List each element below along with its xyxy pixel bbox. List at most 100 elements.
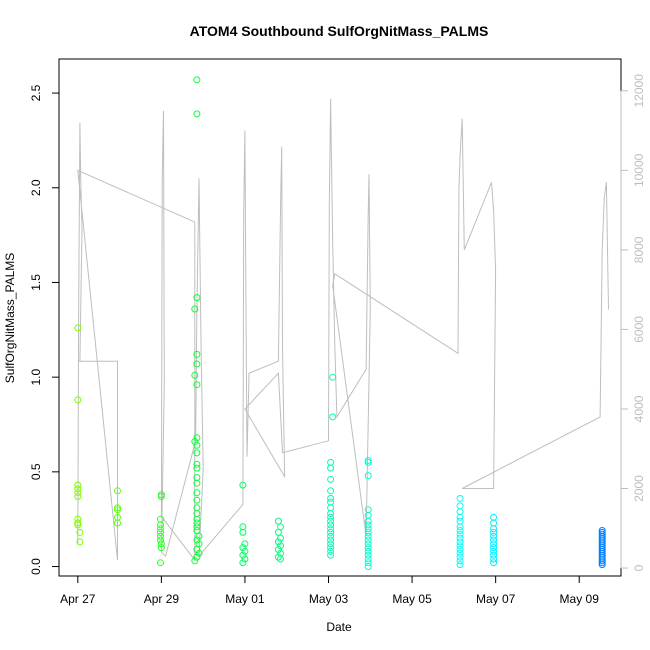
x-tick-label: May 09 bbox=[560, 592, 600, 606]
data-point bbox=[490, 525, 498, 533]
data-point bbox=[193, 76, 201, 84]
data-point bbox=[327, 464, 335, 472]
data-point bbox=[456, 494, 464, 502]
data-point bbox=[193, 464, 201, 472]
plot-frame bbox=[58, 58, 622, 577]
data-point bbox=[456, 542, 464, 550]
data-point bbox=[327, 532, 335, 540]
data-point bbox=[598, 561, 606, 569]
data-point bbox=[456, 527, 464, 534]
data-point bbox=[329, 413, 337, 421]
data-point bbox=[191, 438, 199, 445]
y-tick-label: 0.0 bbox=[29, 558, 43, 575]
data-point bbox=[193, 479, 201, 487]
data-point bbox=[239, 528, 247, 536]
data-point bbox=[114, 487, 121, 495]
data-point bbox=[456, 502, 464, 510]
data-point bbox=[327, 504, 335, 512]
data-point bbox=[364, 536, 372, 544]
data-point bbox=[157, 532, 164, 540]
y2-tick-label: 6000 bbox=[632, 316, 646, 343]
data-point bbox=[74, 493, 82, 500]
data-point bbox=[277, 534, 284, 542]
x-axis: Apr 27 Apr 29 May 01 May 03 May 05 May 07 May … bbox=[60, 575, 600, 606]
data-point bbox=[364, 532, 372, 540]
data-point bbox=[327, 517, 335, 525]
data-point bbox=[114, 519, 121, 527]
altitude-trace-line bbox=[77, 98, 609, 562]
data-point bbox=[327, 475, 335, 483]
y-tick-label: 1.0 bbox=[29, 368, 43, 385]
data-point bbox=[74, 519, 82, 527]
y2-tick-label: 2000 bbox=[632, 475, 646, 502]
data-point bbox=[74, 396, 82, 404]
x-tick-label: Apr 27 bbox=[60, 592, 96, 606]
data-point bbox=[191, 557, 199, 565]
data-point bbox=[193, 489, 201, 497]
altitude-trace-group bbox=[77, 98, 609, 562]
data-point bbox=[490, 551, 498, 559]
x-tick-label: May 05 bbox=[392, 592, 432, 606]
data-point bbox=[456, 530, 464, 538]
y2-tick-label: 10000 bbox=[632, 153, 646, 187]
y2-tick-label: 8000 bbox=[632, 236, 646, 263]
data-point bbox=[239, 481, 247, 489]
data-point bbox=[241, 540, 249, 548]
y2-tick-label: 4000 bbox=[632, 395, 646, 422]
data-point bbox=[76, 528, 84, 536]
data-point bbox=[456, 561, 464, 569]
data-point bbox=[364, 559, 372, 567]
data-points-group bbox=[74, 76, 606, 570]
data-point bbox=[193, 496, 201, 504]
data-point bbox=[74, 324, 82, 332]
y-axis-right: 0 2000 4000 6000 8000 10000 12000 bbox=[620, 74, 646, 571]
y-tick-label: 2.0 bbox=[29, 179, 43, 196]
data-point bbox=[193, 553, 201, 561]
data-point bbox=[157, 536, 164, 544]
data-point bbox=[364, 551, 372, 559]
data-point bbox=[157, 525, 164, 533]
data-point bbox=[364, 563, 372, 570]
data-point bbox=[490, 536, 498, 544]
data-point bbox=[327, 540, 335, 548]
data-point bbox=[364, 540, 372, 548]
data-point bbox=[157, 528, 164, 536]
data-point bbox=[157, 515, 164, 523]
data-point bbox=[364, 525, 372, 533]
y-tick-label: 2.5 bbox=[29, 84, 43, 101]
data-point bbox=[490, 519, 498, 527]
y-axis-left: 0.0 0.5 1.0 1.5 2.0 2.5 bbox=[29, 84, 60, 575]
data-point bbox=[327, 536, 335, 544]
data-point bbox=[327, 547, 335, 555]
data-point bbox=[74, 489, 82, 497]
data-point bbox=[364, 458, 372, 466]
data-point bbox=[191, 305, 199, 313]
data-point bbox=[274, 546, 282, 553]
data-point bbox=[193, 460, 201, 468]
data-point bbox=[274, 553, 282, 561]
data-point bbox=[157, 544, 165, 552]
y-axis-label: SulfOrgNitMass_PALMS bbox=[3, 253, 17, 383]
data-point bbox=[364, 521, 372, 529]
data-point bbox=[193, 434, 201, 442]
data-point bbox=[327, 551, 335, 559]
data-point bbox=[157, 559, 164, 567]
data-point bbox=[327, 510, 335, 517]
data-point bbox=[193, 110, 201, 118]
data-point bbox=[490, 513, 498, 521]
data-point bbox=[327, 544, 335, 552]
data-point bbox=[114, 506, 121, 514]
data-point bbox=[277, 555, 284, 563]
x-tick-label: Apr 29 bbox=[144, 592, 180, 606]
y2-tick-label: 12000 bbox=[632, 74, 646, 108]
data-point bbox=[277, 542, 284, 550]
data-point bbox=[241, 555, 249, 563]
data-point bbox=[157, 493, 165, 500]
data-point bbox=[456, 534, 464, 542]
data-point bbox=[74, 521, 82, 529]
data-point bbox=[364, 544, 372, 552]
data-point bbox=[239, 551, 247, 559]
data-point bbox=[274, 538, 282, 546]
data-point bbox=[114, 504, 121, 512]
